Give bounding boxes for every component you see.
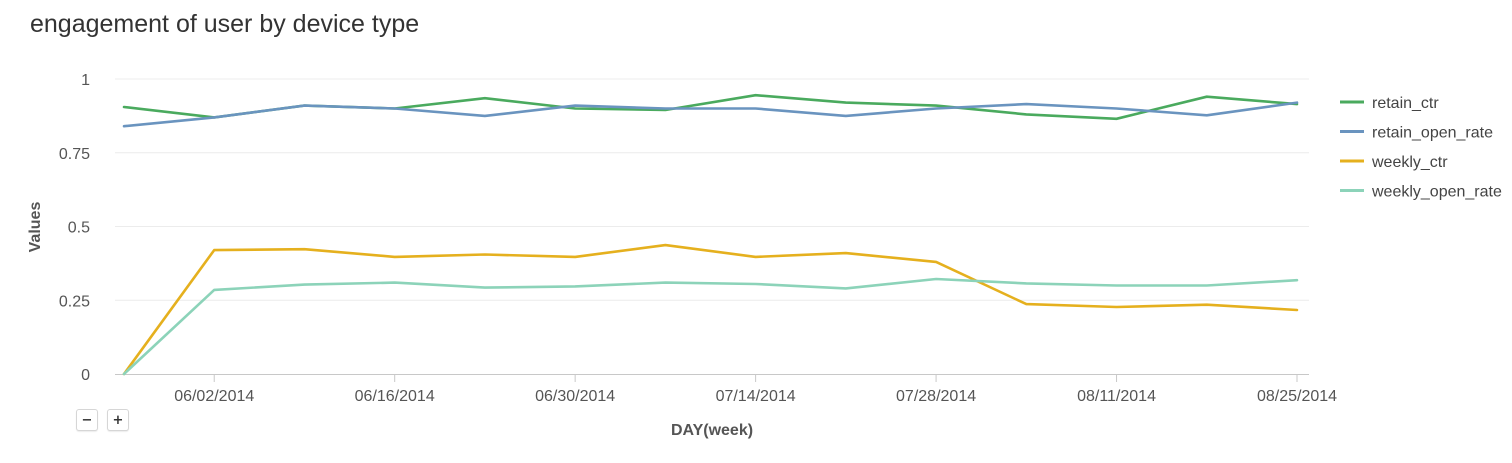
series-line-weekly-open-rate (122, 277, 1299, 376)
y-tick-label: 0.25 (59, 293, 90, 310)
grid-lines (115, 78, 1309, 301)
chart-title: engagement of user by device type (30, 10, 420, 38)
x-axis-ticks: 06/02/2014 06/16/2014 06/30/2014 07/14/2014… (174, 374, 1337, 405)
x-tick-label: 06/16/2014 (355, 388, 435, 405)
x-axis-title: DAY(week) (670, 422, 754, 439)
y-tick-label: 0.75 (59, 146, 90, 163)
legend-item[interactable]: weekly_ctr (1340, 154, 1448, 171)
legend-label: retain_open_rate (1372, 125, 1493, 142)
zoom-out-button[interactable]: − (76, 409, 98, 431)
legend-label: retain_ctr (1372, 95, 1439, 112)
x-tick-label: 08/11/2014 (1077, 388, 1156, 405)
series-lines (122, 93, 1299, 376)
series-line-retain-open-rate (122, 101, 1299, 128)
x-tick-label: 06/02/2014 (174, 388, 254, 405)
x-tick-label: 06/30/2014 (535, 388, 615, 405)
y-tick-label: 1 (81, 72, 90, 89)
y-axis-title: Values (27, 201, 44, 253)
y-tick-label: 0.5 (68, 220, 90, 237)
series-line-weekly-ctr (122, 243, 1299, 376)
legend-label: weekly_ctr (1371, 154, 1448, 171)
zoom-in-button[interactable]: + (107, 409, 129, 431)
legend-item[interactable]: retain_ctr (1340, 95, 1439, 112)
legend: retain_ctr retain_open_rate weekly_ctrweek… (1340, 95, 1502, 201)
legend-item[interactable]: weekly_open_rate (1340, 184, 1502, 201)
y-axis-ticks: 0 0.25 0.5 0.75 1 (59, 72, 90, 384)
y-tick-label: 0 (81, 367, 90, 384)
x-tick-label: 07/14/2014 (716, 388, 796, 405)
x-tick-label: 07/28/2014 (896, 388, 976, 405)
legend-item[interactable]: retain_open_rate (1340, 125, 1493, 142)
x-tick-label: 08/25/2014 (1257, 388, 1337, 405)
legend-label: weekly_open_rate (1371, 184, 1502, 201)
